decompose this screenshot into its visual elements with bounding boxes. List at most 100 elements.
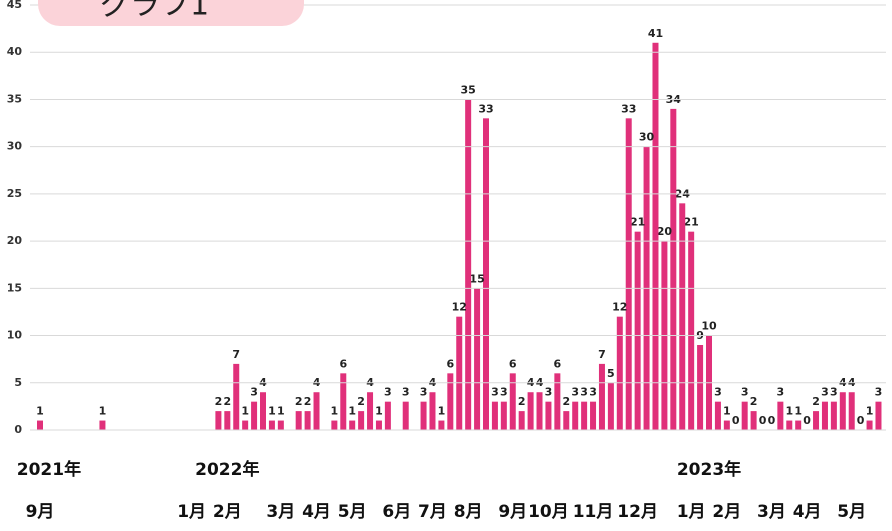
value-label: 3 <box>420 386 428 399</box>
value-label: 35 <box>461 83 476 96</box>
x-tick-label: 11月 <box>573 502 614 522</box>
y-tick-label: 40 <box>7 45 23 58</box>
bar <box>795 420 802 430</box>
value-label: 0 <box>768 414 776 427</box>
x-tick-label: 5月 <box>338 502 367 522</box>
value-label: 33 <box>478 102 493 115</box>
value-label: 3 <box>571 386 579 399</box>
value-label: 3 <box>545 386 553 399</box>
x-tick-label: 3月 <box>266 502 295 522</box>
value-label: 1 <box>268 405 276 418</box>
value-label: 1 <box>241 405 249 418</box>
bar <box>625 118 632 430</box>
x-tick-label: 9月 <box>498 502 527 522</box>
bar <box>786 420 793 430</box>
bar <box>233 363 240 430</box>
value-label: 6 <box>446 357 454 370</box>
bar <box>260 392 266 430</box>
bar <box>509 373 516 430</box>
value-label: 2 <box>562 395 570 408</box>
chart-title: グラフ1 <box>100 0 209 23</box>
value-label: 1 <box>99 405 107 418</box>
bar <box>331 420 338 430</box>
y-tick-label: 5 <box>14 376 22 389</box>
value-label: 1 <box>785 405 793 418</box>
value-label: 1 <box>438 405 446 418</box>
bar <box>527 392 534 430</box>
value-label: 3 <box>777 386 785 399</box>
value-label: 21 <box>630 216 645 229</box>
value-label: 3 <box>714 386 722 399</box>
bar <box>438 420 445 430</box>
bar <box>581 401 588 430</box>
bar <box>607 382 614 430</box>
year-label: 2021年 <box>17 459 81 480</box>
bar <box>37 420 43 430</box>
x-tick-label: 4月 <box>302 502 331 522</box>
value-label: 3 <box>821 386 829 399</box>
value-label: 0 <box>803 414 811 427</box>
value-label: 1 <box>36 405 44 418</box>
value-label: 2 <box>295 395 303 408</box>
x-tick-label: 3月 <box>757 502 786 522</box>
bar <box>813 411 820 430</box>
bar <box>384 401 391 430</box>
bar <box>821 401 828 430</box>
x-tick-label: 5月 <box>837 502 866 522</box>
bar <box>750 411 757 430</box>
value-label: 0 <box>732 414 740 427</box>
bar <box>741 401 748 430</box>
bar <box>429 392 436 430</box>
x-tick-label: 12月 <box>617 502 658 522</box>
value-label: 3 <box>741 386 749 399</box>
bar <box>652 42 659 431</box>
x-tick-label: 1月 <box>677 502 706 522</box>
x-tick-label: 2月 <box>213 502 242 522</box>
value-label: 3 <box>830 386 838 399</box>
value-label: 0 <box>759 414 767 427</box>
bar <box>563 411 570 430</box>
value-label: 30 <box>639 131 655 144</box>
value-label: 20 <box>657 225 673 238</box>
value-label: 2 <box>304 395 312 408</box>
bar <box>670 108 677 430</box>
y-tick-label: 25 <box>7 187 22 200</box>
bar <box>679 203 686 430</box>
bar <box>590 401 597 430</box>
x-tick-label: 10月 <box>528 502 569 522</box>
bar <box>572 401 579 430</box>
value-label: 1 <box>375 405 383 418</box>
y-tick-label: 15 <box>7 281 22 294</box>
bar <box>500 401 507 430</box>
value-label: 3 <box>580 386 588 399</box>
value-label: 3 <box>250 386 258 399</box>
value-label: 2 <box>357 395 365 408</box>
bar <box>474 288 481 430</box>
value-label: 3 <box>500 386 508 399</box>
bar <box>518 411 525 430</box>
value-label: 3 <box>402 386 410 399</box>
bar <box>697 345 704 430</box>
bar <box>251 401 258 430</box>
x-tick-label: 1月 <box>177 502 206 522</box>
bar <box>375 420 382 430</box>
x-tick-label: 4月 <box>793 502 822 522</box>
bar <box>295 411 302 430</box>
value-label: 2 <box>223 395 231 408</box>
value-label: 1 <box>277 405 285 418</box>
value-label: 7 <box>598 348 606 361</box>
bar <box>616 316 623 430</box>
bar <box>224 411 231 430</box>
bar <box>830 401 837 430</box>
bar <box>304 411 311 430</box>
y-tick-label: 20 <box>7 234 23 247</box>
bar <box>839 392 846 430</box>
value-label: 6 <box>554 357 562 370</box>
y-tick-label: 0 <box>14 423 22 436</box>
bar <box>688 231 695 430</box>
title-box <box>38 0 304 26</box>
value-label: 1 <box>866 405 874 418</box>
bar <box>349 420 356 430</box>
value-label: 3 <box>384 386 392 399</box>
